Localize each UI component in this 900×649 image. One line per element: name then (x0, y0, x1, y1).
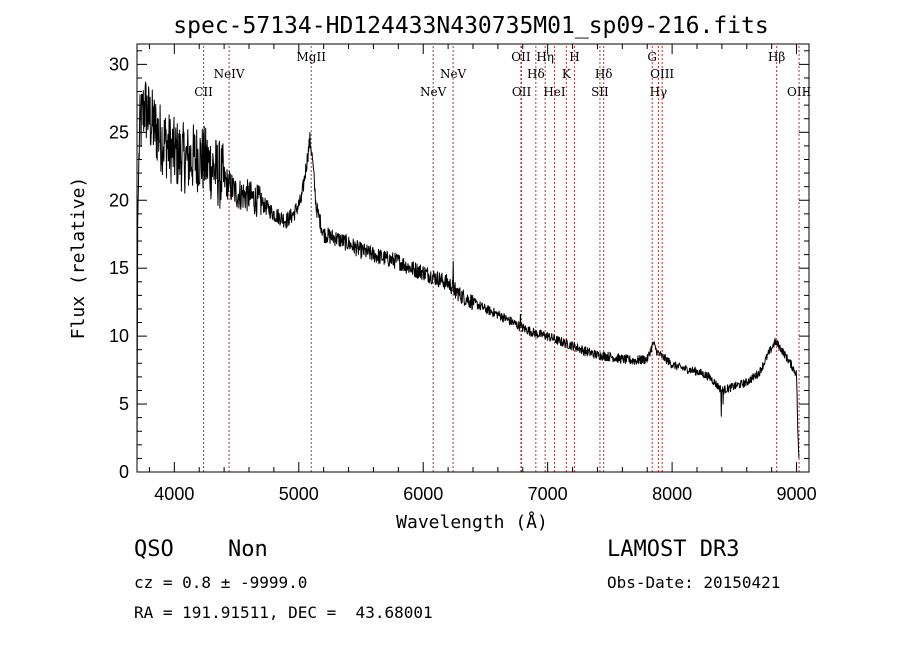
y-tick-label: 25 (109, 122, 129, 142)
chart-title: spec-57134-HD124433N430735M01_sp09-216.f… (173, 13, 768, 39)
line-marker-label: Hη (536, 50, 554, 64)
line-marker-label: Hγ (650, 85, 668, 99)
plot-frame (136, 43, 810, 473)
line-marker-label: OIII (787, 85, 811, 99)
line-marker-label: H (569, 50, 579, 64)
x-tick-label: 7000 (528, 484, 568, 504)
y-tick-label: 10 (109, 326, 129, 346)
line-marker-label: K (562, 67, 572, 81)
line-marker-label: HeI (543, 85, 566, 99)
line-marker-label: NeIV (214, 67, 245, 81)
y-tick-label: 20 (109, 190, 129, 210)
x-axis-label: Wavelength (Å) (396, 511, 548, 533)
x-tick-label: 9000 (777, 484, 817, 504)
observation-date: Obs-Date: 20150421 (607, 573, 781, 592)
line-marker-label: G (647, 50, 657, 64)
line-marker-label: OII (512, 85, 532, 99)
y-axis-label: Flux (relative) (68, 177, 89, 340)
y-tick-label: 30 (109, 54, 129, 74)
object-class: QSO (134, 537, 174, 562)
line-marker-label: NeV (420, 85, 447, 99)
axes: 4000 5000 6000 7000 8000 9000 0 5 10 15 20 25 30 (109, 44, 817, 504)
x-tick-label: 6000 (403, 484, 443, 504)
spectrum-line (136, 81, 800, 466)
survey-name: LAMOST DR3 (607, 537, 740, 562)
line-marker-label: NeV (440, 67, 467, 81)
x-tick-label: 8000 (652, 484, 692, 504)
object-subclass: Non (228, 537, 268, 562)
x-tick-label: 5000 (279, 484, 319, 504)
coordinates: RA = 191.91511, DEC = 43.68001 (134, 603, 433, 622)
line-marker-label: MgII (296, 50, 326, 64)
y-tick-label: 0 (119, 462, 129, 482)
redshift-cz: cz = 0.8 ± -9999.0 (134, 573, 308, 592)
line-marker-label: OIII (650, 67, 674, 81)
y-tick-label: 5 (119, 394, 129, 414)
line-marker-label: Hδ (595, 67, 613, 81)
line-marker-label: SII (591, 85, 609, 99)
y-tick-label: 15 (109, 258, 129, 278)
line-marker-label: Hδ (527, 67, 545, 81)
line-marker-label: OII (511, 50, 531, 64)
line-marker-label: Hβ (768, 50, 785, 64)
x-tick-label: 4000 (154, 484, 194, 504)
line-marker-label: CII (194, 85, 213, 99)
